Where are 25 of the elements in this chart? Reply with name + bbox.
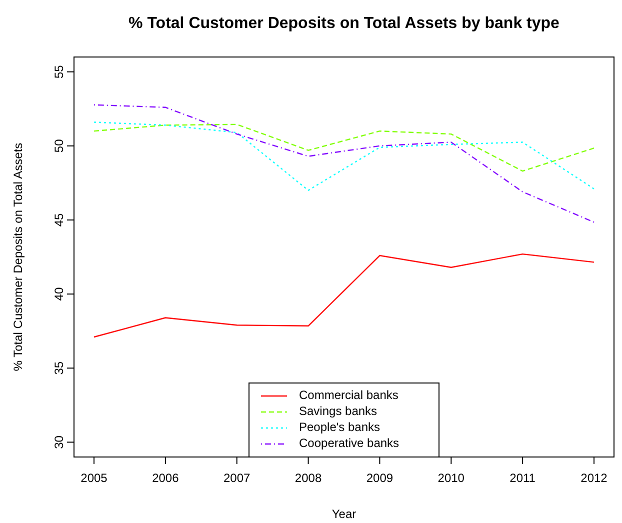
y-tick-label: 40 [52,287,66,301]
y-tick-label: 35 [52,361,66,375]
line-series [93,124,595,172]
line-series [93,104,595,223]
y-axis-title: % Total Customer Deposits on Total Assets [11,142,25,372]
legend-label: People's banks [299,420,380,434]
x-tick-label: 2006 [152,471,180,485]
x-tick-label: 2012 [580,471,608,485]
x-tick-label: 2011 [510,471,536,485]
chart-title: % Total Customer Deposits on Total Assets by bank type [128,15,560,32]
line-series [93,122,595,191]
legend-label: Cooperative banks [299,436,400,450]
x-tick-label: 2009 [366,471,394,485]
line-series [93,253,595,338]
x-axis-title: Year [332,507,356,521]
x-tick-label: 2010 [438,471,465,485]
x-tick-label: 2007 [224,471,251,485]
y-tick-label: 50 [52,138,66,153]
y-tick-label: 30 [52,435,66,449]
legend-label: Commercial banks [299,388,398,402]
y-tick-label: 55 [52,64,66,78]
y-tick-label: 45 [52,212,66,227]
x-tick-label: 2005 [80,471,108,485]
x-tick-label: 2008 [294,471,322,485]
legend-label: Savings banks [299,404,378,418]
